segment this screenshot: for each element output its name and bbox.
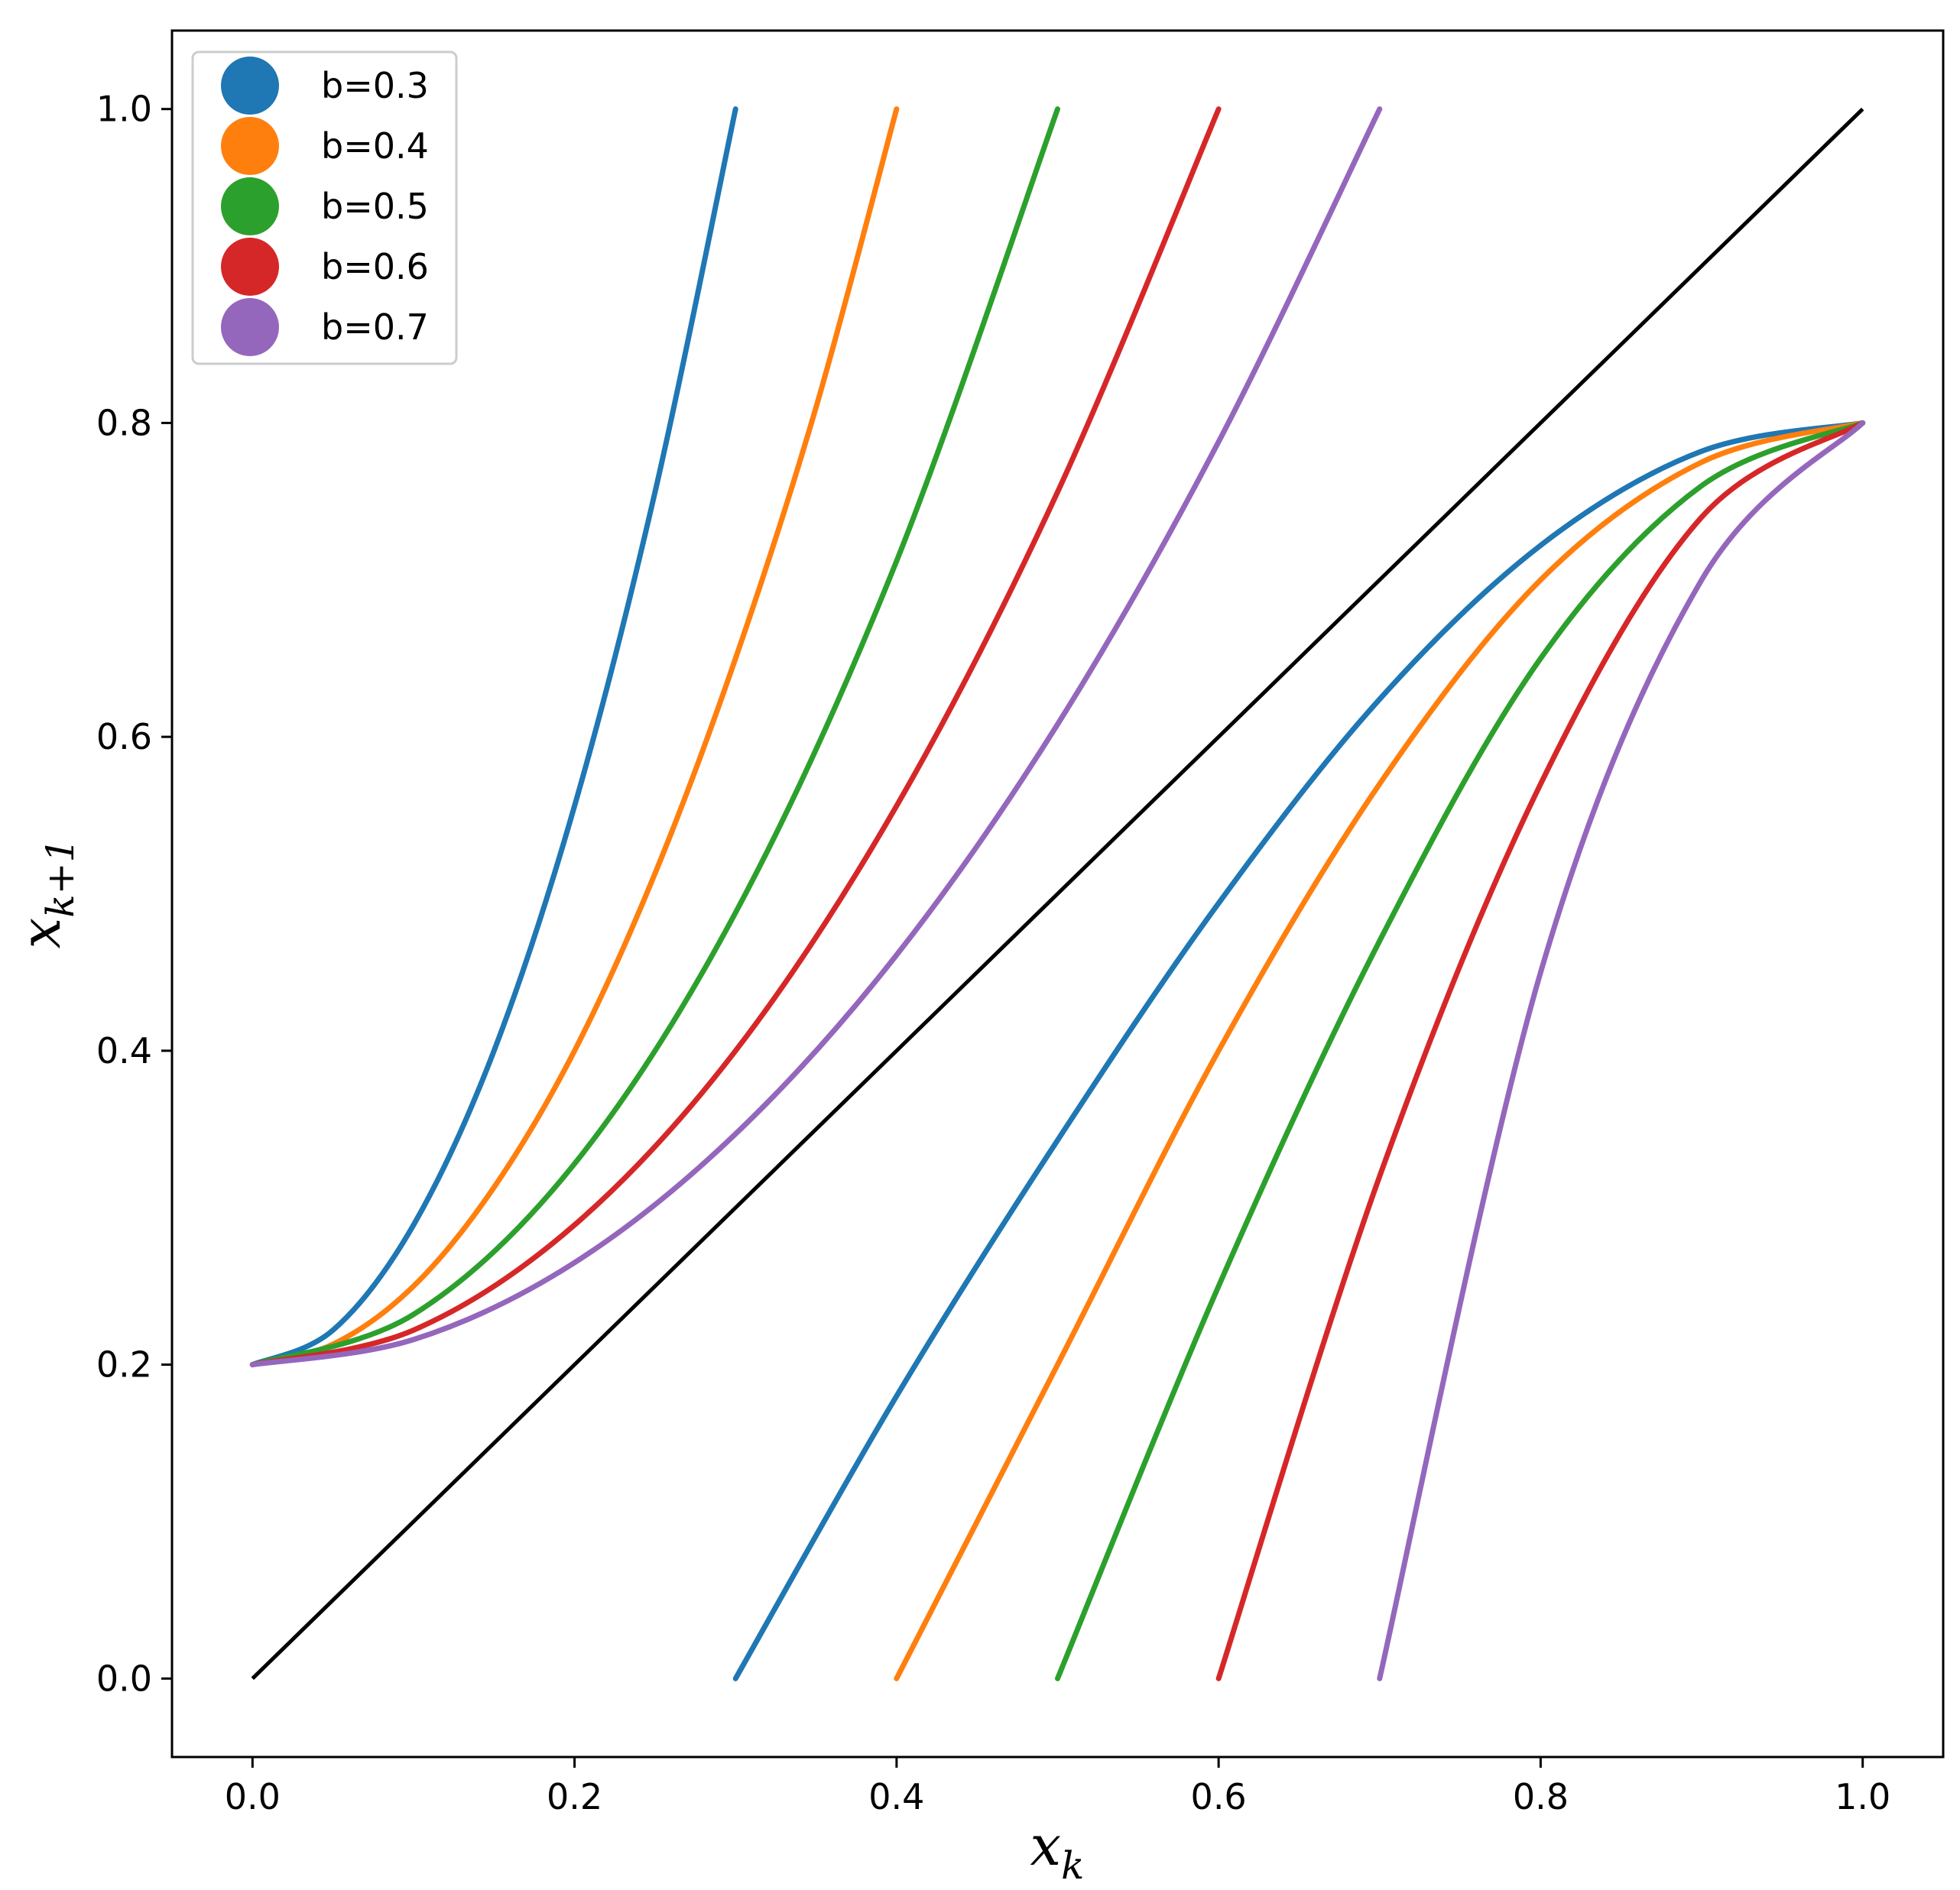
series-2-segment-1 [249,106,900,1368]
y-tick-label: 0.2 [96,1344,152,1386]
y-tick-label: 0.8 [96,402,152,443]
legend-label: b=0.5 [321,186,429,227]
series-2-segment-2 [894,420,1866,1681]
legend-marker [221,117,279,175]
x-tick-label: 0.2 [547,1776,602,1817]
x-tick-label: 0.8 [1513,1776,1569,1817]
series-1-segment-2 [732,420,1866,1681]
series-4-segment-1 [249,106,1222,1368]
legend-marker [221,298,279,356]
y-tick-label: 0.4 [96,1030,152,1071]
y-tick-label: 1.0 [96,89,152,130]
x-tick-label: 0.6 [1191,1776,1247,1817]
plot-lines [249,106,1866,1681]
series-1-segment-1 [249,106,738,1368]
x-tick-label: 1.0 [1835,1776,1890,1817]
legend-label: b=0.3 [321,65,429,106]
series-3-segment-2 [1055,420,1866,1681]
y-tick-label: 0.6 [96,716,152,757]
y-axis: 0.0 0.2 0.4 0.6 0.8 1.0 [96,89,172,1699]
identity-line [251,107,1864,1681]
y-tick-label: 0.0 [96,1658,152,1699]
legend-label: b=0.4 [321,125,429,167]
legend-label: b=0.6 [321,246,429,287]
series-4-segment-2 [1215,420,1866,1681]
legend-label: b=0.7 [321,306,429,348]
plot-area-frame [170,29,1945,1759]
x-tick-label: 0.0 [225,1776,281,1817]
x-tick-label: 0.4 [868,1776,924,1817]
legend-marker [221,238,279,296]
y-axis-label: xk+1 [8,838,83,949]
series-5-segment-2 [1377,420,1866,1681]
legend-marker [221,177,279,235]
series-3-segment-1 [249,106,1060,1368]
legend-marker [221,57,279,115]
series-5-segment-1 [249,106,1383,1368]
legend: b=0.3 b=0.4 b=0.5 b=0.6 b=0.7 [191,50,458,365]
x-axis: 0.0 0.2 0.4 0.6 0.8 1.0 [225,1757,1890,1817]
x-axis-label: xk [1030,1814,1085,1888]
